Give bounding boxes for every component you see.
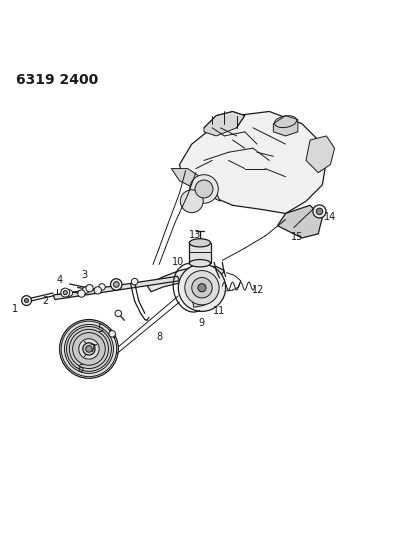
Polygon shape xyxy=(204,111,245,136)
Ellipse shape xyxy=(189,239,211,247)
Circle shape xyxy=(99,284,105,290)
Text: 10: 10 xyxy=(172,257,184,268)
Text: 13: 13 xyxy=(189,230,201,240)
Circle shape xyxy=(61,321,117,377)
Circle shape xyxy=(313,205,326,218)
Circle shape xyxy=(94,287,102,294)
Polygon shape xyxy=(180,111,326,213)
Circle shape xyxy=(67,327,111,372)
Circle shape xyxy=(180,190,203,213)
Circle shape xyxy=(78,290,85,297)
Polygon shape xyxy=(189,243,211,263)
Text: 11: 11 xyxy=(213,305,226,316)
Circle shape xyxy=(198,284,206,292)
Text: 12: 12 xyxy=(252,285,264,295)
Text: 15: 15 xyxy=(291,232,303,242)
Polygon shape xyxy=(306,136,335,173)
Text: 9: 9 xyxy=(198,318,204,328)
Circle shape xyxy=(79,338,99,359)
Text: 6319 2400: 6319 2400 xyxy=(16,72,99,87)
Text: 14: 14 xyxy=(324,212,336,222)
Circle shape xyxy=(115,310,122,317)
Circle shape xyxy=(64,325,113,374)
Circle shape xyxy=(66,290,73,296)
Text: 5: 5 xyxy=(98,324,104,334)
Circle shape xyxy=(73,333,105,365)
Circle shape xyxy=(178,264,226,311)
Circle shape xyxy=(195,180,213,198)
Circle shape xyxy=(190,175,218,203)
Circle shape xyxy=(82,287,89,294)
Polygon shape xyxy=(171,168,220,201)
Circle shape xyxy=(63,290,67,295)
Polygon shape xyxy=(53,276,180,300)
Circle shape xyxy=(115,281,122,287)
Polygon shape xyxy=(192,291,212,308)
Circle shape xyxy=(192,278,212,298)
Polygon shape xyxy=(273,116,298,136)
Circle shape xyxy=(60,320,118,378)
Text: 8: 8 xyxy=(157,332,163,342)
Text: 6: 6 xyxy=(77,365,84,374)
Text: 1: 1 xyxy=(12,304,19,314)
Circle shape xyxy=(113,281,119,287)
Circle shape xyxy=(185,271,219,305)
Polygon shape xyxy=(277,205,322,238)
Circle shape xyxy=(83,343,95,355)
Circle shape xyxy=(316,208,323,215)
Circle shape xyxy=(22,296,31,305)
Ellipse shape xyxy=(189,260,211,267)
Circle shape xyxy=(111,279,122,290)
Circle shape xyxy=(131,278,138,285)
Text: 4: 4 xyxy=(57,274,63,285)
Circle shape xyxy=(24,298,29,303)
Polygon shape xyxy=(147,266,224,292)
Circle shape xyxy=(61,288,70,297)
Circle shape xyxy=(86,285,93,292)
Circle shape xyxy=(109,330,115,337)
Text: 2: 2 xyxy=(42,296,49,306)
Text: 3: 3 xyxy=(81,270,88,280)
Circle shape xyxy=(86,346,92,352)
Text: 7: 7 xyxy=(89,344,96,354)
